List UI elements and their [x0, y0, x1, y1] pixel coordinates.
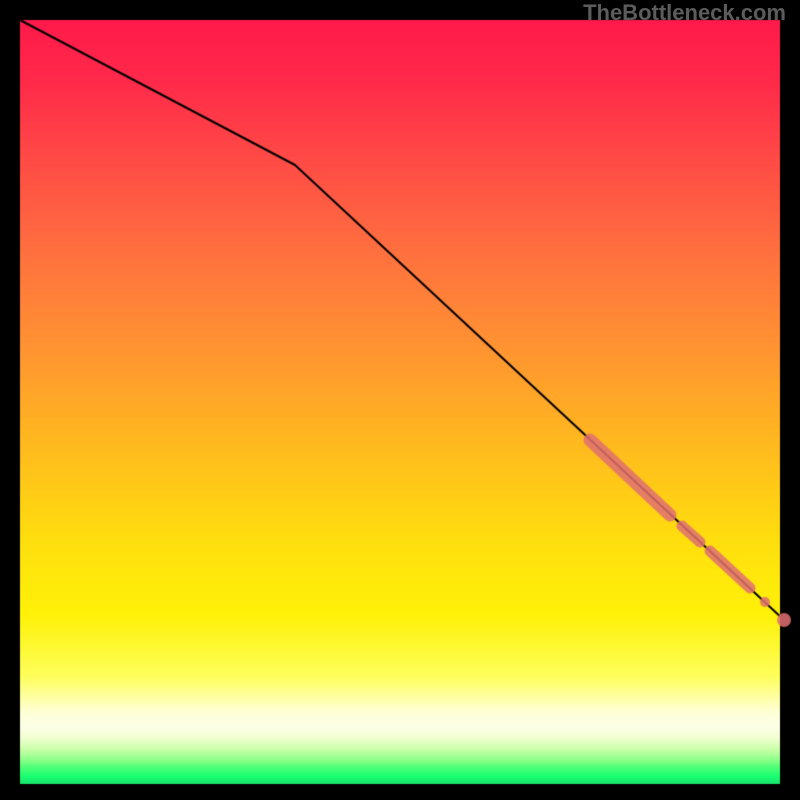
watermark-text: TheBottleneck.com — [583, 0, 786, 26]
chart-canvas — [0, 0, 800, 800]
chart-container: TheBottleneck.com — [0, 0, 800, 800]
